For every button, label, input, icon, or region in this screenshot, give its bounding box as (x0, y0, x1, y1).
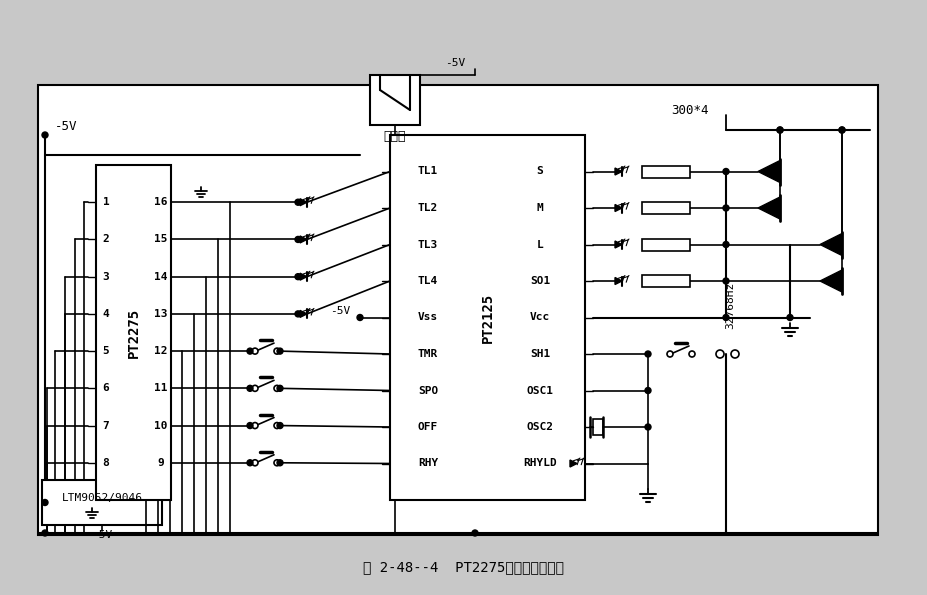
Polygon shape (757, 161, 780, 183)
Circle shape (247, 348, 253, 354)
Circle shape (295, 274, 300, 280)
Text: -5V: -5V (444, 58, 464, 68)
Text: 15: 15 (154, 234, 168, 245)
Circle shape (644, 424, 651, 430)
Text: TL3: TL3 (417, 240, 438, 249)
Polygon shape (819, 270, 841, 292)
Polygon shape (299, 311, 307, 317)
Text: RHY: RHY (417, 459, 438, 468)
Circle shape (42, 132, 48, 138)
Circle shape (776, 127, 782, 133)
Polygon shape (615, 241, 621, 248)
Circle shape (776, 127, 782, 133)
Text: PT2275: PT2275 (126, 308, 140, 358)
Circle shape (295, 199, 300, 205)
Text: 6: 6 (103, 383, 109, 393)
Text: S: S (536, 167, 543, 177)
Text: SH1: SH1 (529, 349, 550, 359)
Circle shape (644, 387, 651, 393)
Bar (38, 85, 877, 535)
Text: L: L (536, 240, 543, 249)
Text: TL1: TL1 (417, 167, 438, 177)
Circle shape (276, 386, 283, 392)
Text: SO1: SO1 (529, 276, 550, 286)
Polygon shape (615, 205, 621, 211)
Circle shape (247, 386, 253, 392)
Text: 300*4: 300*4 (670, 104, 708, 117)
Text: 图 2-48--4  PT2275典型应用电路图: 图 2-48--4 PT2275典型应用电路图 (363, 560, 564, 574)
Circle shape (276, 460, 283, 466)
Bar (389, 135, 584, 500)
Text: SPO: SPO (417, 386, 438, 396)
Circle shape (722, 278, 729, 284)
Text: Vcc: Vcc (529, 312, 550, 322)
Text: 9: 9 (158, 458, 164, 468)
Bar (95, 165, 171, 500)
Circle shape (838, 127, 844, 133)
Text: 10: 10 (154, 421, 168, 431)
Text: 5: 5 (103, 346, 109, 356)
Circle shape (357, 315, 362, 321)
Polygon shape (757, 197, 780, 219)
Text: 蜂鸣器: 蜂鸣器 (384, 130, 406, 143)
Text: -5V: -5V (92, 530, 112, 540)
Text: 7: 7 (103, 421, 109, 431)
Circle shape (722, 205, 729, 211)
Text: TMR: TMR (417, 349, 438, 359)
Bar (42, 480, 162, 525)
Text: OSC1: OSC1 (526, 386, 552, 396)
Circle shape (722, 168, 729, 174)
Text: M: M (536, 203, 543, 213)
Text: TL4: TL4 (417, 276, 438, 286)
Text: 1: 1 (103, 197, 109, 207)
Text: TL2: TL2 (417, 203, 438, 213)
Circle shape (42, 499, 48, 506)
Text: 32768Hz: 32768Hz (724, 281, 734, 328)
Circle shape (472, 530, 477, 536)
Polygon shape (299, 236, 307, 243)
Circle shape (42, 530, 48, 536)
Text: -5V: -5V (55, 121, 78, 133)
Bar (641, 165, 690, 177)
Text: 11: 11 (154, 383, 168, 393)
Text: OFF: OFF (417, 422, 438, 432)
Circle shape (838, 127, 844, 133)
Text: 4: 4 (103, 309, 109, 319)
Text: 13: 13 (154, 309, 168, 319)
Text: 14: 14 (154, 272, 168, 281)
Circle shape (276, 422, 283, 428)
Text: 12: 12 (154, 346, 168, 356)
Bar (641, 202, 690, 214)
Polygon shape (819, 233, 841, 255)
Text: 3: 3 (103, 272, 109, 281)
Text: RHYLD: RHYLD (523, 459, 556, 468)
Bar (641, 239, 690, 250)
Circle shape (247, 460, 253, 466)
Polygon shape (299, 273, 307, 280)
Polygon shape (569, 460, 577, 467)
Circle shape (786, 315, 793, 321)
Bar (592, 419, 603, 435)
Text: 16: 16 (154, 197, 168, 207)
Circle shape (295, 311, 300, 317)
Circle shape (722, 315, 729, 321)
Circle shape (247, 422, 253, 428)
Polygon shape (615, 277, 621, 284)
Text: -5V: -5V (329, 306, 349, 317)
Bar (370, 75, 420, 125)
Text: 2: 2 (103, 234, 109, 245)
Polygon shape (615, 168, 621, 175)
Text: 8: 8 (103, 458, 109, 468)
Circle shape (276, 348, 283, 354)
Circle shape (722, 242, 729, 248)
Bar (641, 275, 690, 287)
Text: Vss: Vss (417, 312, 438, 322)
Text: PT2125: PT2125 (480, 292, 494, 343)
Circle shape (295, 236, 300, 242)
Circle shape (644, 351, 651, 357)
Text: LTM9052/9046: LTM9052/9046 (61, 493, 143, 503)
Text: OSC2: OSC2 (526, 422, 552, 432)
Polygon shape (299, 199, 307, 206)
